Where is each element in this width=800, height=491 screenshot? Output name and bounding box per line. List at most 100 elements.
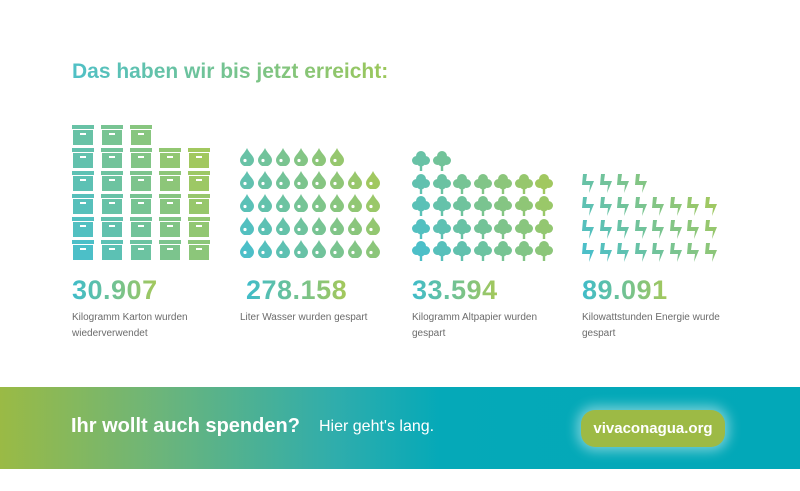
tree-icon xyxy=(494,218,512,244)
lightning-icon xyxy=(634,220,648,244)
tree-icon xyxy=(453,173,471,199)
tree-icon xyxy=(453,241,471,266)
water-drop-icon xyxy=(330,240,344,263)
tree-icon xyxy=(412,196,430,221)
box-icon xyxy=(188,194,210,219)
lightning-icon xyxy=(634,197,648,221)
stat-altpapier: 33.594 Kilogramm Altpapier wurden gespar… xyxy=(412,118,582,358)
tree-icon xyxy=(432,173,451,199)
lightning-icon xyxy=(599,197,613,221)
water-drop-icon xyxy=(294,148,308,171)
stat-value: 33.594 xyxy=(412,275,498,305)
water-drop-icon xyxy=(366,217,380,240)
tree-icon xyxy=(494,241,512,266)
tree-icon xyxy=(494,196,512,221)
stat-energie: 89.091 Kilowattstunden Energie wurde ges… xyxy=(582,118,752,358)
drop-icon-grid xyxy=(240,118,410,268)
box-icon xyxy=(188,240,210,265)
lightning-icon xyxy=(687,220,700,244)
water-drop-icon xyxy=(330,148,344,171)
box-icon xyxy=(130,217,152,242)
donate-banner: Ihr wollt auch spenden? Hier geht's lang… xyxy=(0,387,800,469)
water-drop-icon xyxy=(312,171,326,194)
box-icon xyxy=(159,171,181,196)
water-drop-icon xyxy=(366,194,380,217)
tree-icon xyxy=(432,196,451,221)
box-icon xyxy=(159,194,181,219)
box-icon xyxy=(72,217,94,242)
stat-label: Liter Wasser wurden gespart xyxy=(240,312,368,323)
water-drop-icon xyxy=(330,171,344,194)
lightning-icon xyxy=(652,197,665,221)
box-icon xyxy=(72,125,94,150)
box-icon xyxy=(101,217,123,242)
stat-karton: 30.907 Kilogramm Karton wurden wiederver… xyxy=(72,118,242,358)
tree-icon xyxy=(494,173,512,199)
stat-value: 89.091 xyxy=(582,275,668,305)
lightning-icon-grid xyxy=(582,118,752,268)
lightning-icon xyxy=(617,174,630,198)
box-icon xyxy=(159,148,181,173)
tree-icon xyxy=(514,173,533,199)
box-icon xyxy=(72,148,94,173)
banner-headline: Ihr wollt auch spenden? xyxy=(71,415,300,437)
lightning-icon xyxy=(582,197,595,221)
tree-icon-grid xyxy=(412,118,582,268)
water-drop-icon xyxy=(258,171,272,194)
box-icon xyxy=(101,240,123,265)
tree-icon xyxy=(514,196,533,221)
water-drop-icon xyxy=(348,217,362,240)
tree-icon xyxy=(453,196,471,221)
lightning-icon xyxy=(599,220,613,244)
stat-label: Kilogramm Karton wurden wiederverwendet xyxy=(72,312,188,339)
tree-icon xyxy=(453,218,471,244)
tree-icon xyxy=(432,218,451,244)
box-icon xyxy=(130,125,152,150)
box-icon xyxy=(130,240,152,265)
lightning-icon xyxy=(634,174,648,198)
water-drop-icon xyxy=(258,240,272,263)
box-icon xyxy=(72,171,94,196)
water-drop-icon xyxy=(240,194,254,217)
box-icon xyxy=(188,217,210,242)
water-drop-icon xyxy=(312,217,326,240)
box-icon xyxy=(72,240,94,265)
lightning-icon xyxy=(582,174,595,198)
box-icon xyxy=(130,148,152,173)
lightning-icon xyxy=(687,197,700,221)
box-icon xyxy=(101,125,123,150)
box-icon xyxy=(188,148,210,173)
water-drop-icon xyxy=(366,240,380,263)
water-drop-icon xyxy=(276,240,290,263)
lightning-icon xyxy=(704,243,718,267)
water-drop-icon xyxy=(240,148,254,171)
lightning-icon xyxy=(617,197,630,221)
water-drop-icon xyxy=(348,240,362,263)
water-drop-icon xyxy=(240,171,254,194)
lightning-icon xyxy=(652,220,665,244)
page-title: Das haben wir bis jetzt erreicht: xyxy=(72,60,389,83)
lightning-icon xyxy=(704,220,718,244)
water-drop-icon xyxy=(276,194,290,217)
box-icon xyxy=(159,217,181,242)
lightning-icon xyxy=(599,243,613,267)
lightning-icon xyxy=(704,197,718,221)
water-drop-icon xyxy=(312,240,326,263)
tree-icon xyxy=(412,241,430,266)
water-drop-icon xyxy=(366,171,380,194)
stat-label: Kilowattstunden Energie wurde gespart xyxy=(582,312,720,339)
stat-label: Kilogramm Altpapier wurden gespart xyxy=(412,312,538,339)
lightning-icon xyxy=(634,243,648,267)
tree-icon xyxy=(535,218,553,244)
water-drop-icon xyxy=(276,171,290,194)
tree-icon xyxy=(473,196,492,221)
box-icon xyxy=(72,194,94,219)
water-drop-icon xyxy=(240,240,254,263)
banner-subline: Hier geht's lang. xyxy=(319,418,435,435)
box-icon xyxy=(188,171,210,196)
box-icon xyxy=(101,148,123,173)
vivaconagua-link-button[interactable]: vivaconagua.org xyxy=(581,410,725,447)
tree-icon xyxy=(432,241,451,266)
water-drop-icon xyxy=(294,240,308,263)
lightning-icon xyxy=(617,243,630,267)
